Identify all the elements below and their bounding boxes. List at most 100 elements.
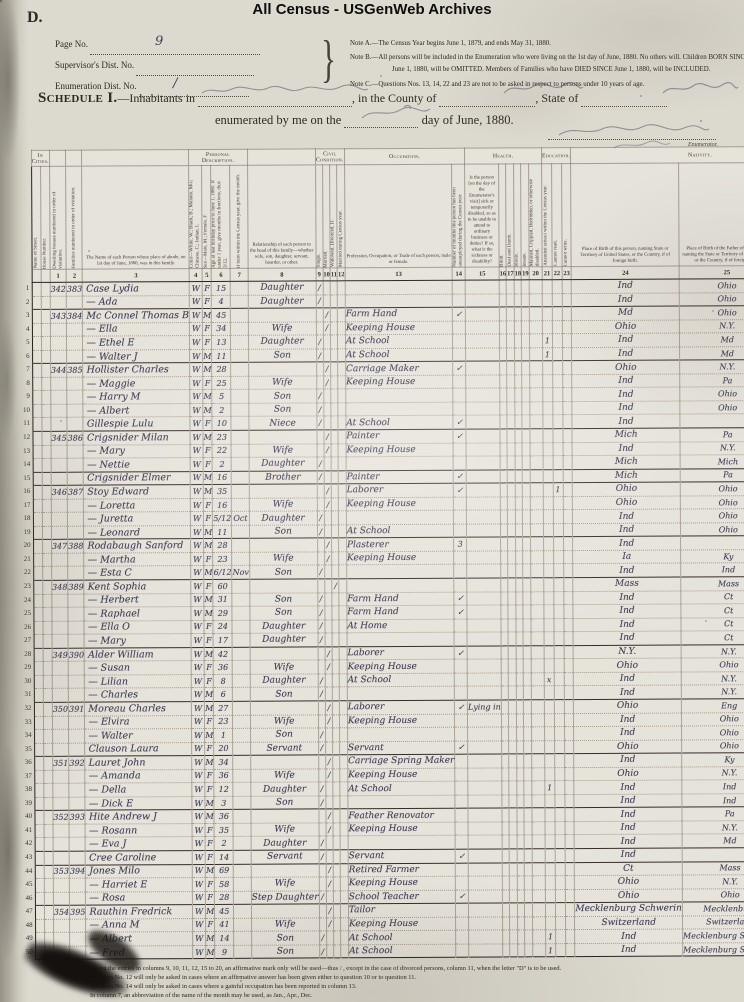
- cell-sex: M: [204, 728, 214, 743]
- cell-fb: Md: [679, 332, 744, 347]
- cell-born: [233, 796, 251, 810]
- cell-bp: Ohio: [574, 888, 683, 903]
- cell-school: [544, 753, 555, 768]
- cell-bp: Ohio: [572, 495, 681, 510]
- cell-street: [33, 648, 44, 662]
- cell-insane: [521, 306, 530, 321]
- cell-sex: F: [205, 850, 215, 865]
- cell-insane: [522, 496, 531, 511]
- column-number: 24: [571, 266, 680, 280]
- cell-fb: Ct: [680, 590, 744, 605]
- cell-color: W: [190, 538, 204, 553]
- cell-blind: [499, 307, 507, 321]
- cell-rel: Brother: [248, 470, 317, 485]
- cell-rel: [250, 863, 319, 878]
- cell-house: [42, 471, 52, 486]
- cell-insane: [523, 713, 532, 727]
- cell-color: W: [191, 687, 205, 702]
- cell-occ: At School: [345, 334, 453, 349]
- cell-md: [339, 592, 347, 606]
- cell-insane: [524, 740, 532, 754]
- column-header-unemp: Number of months this person has been un…: [451, 164, 466, 268]
- cell-deaf: [507, 456, 516, 470]
- cell-m: /: [323, 484, 332, 498]
- cell-insane: [522, 537, 531, 551]
- cell-maimed: [530, 510, 544, 524]
- cell-insane: [524, 781, 532, 795]
- cell-read: [552, 306, 562, 321]
- cell-occ: At School: [347, 781, 456, 796]
- cell-read: [553, 523, 564, 538]
- cell-md: [340, 809, 348, 823]
- cell-blind: [501, 659, 509, 673]
- cell-maimed: [530, 631, 545, 646]
- cell-idiotic: [517, 943, 526, 958]
- line-number: 34: [24, 730, 32, 740]
- cell-rel: Daughter: [249, 673, 318, 688]
- cell-idiotic: [515, 604, 524, 619]
- cell-bp: Ohio: [573, 658, 682, 673]
- cell-blind: [499, 320, 507, 335]
- column-header-color: Color—White, W.; Black, B.; Mulatto, Mu.…: [188, 165, 203, 269]
- line-number: 5: [26, 338, 30, 347]
- cell-unemp: ✓: [453, 483, 467, 497]
- cell-deaf: [508, 550, 516, 565]
- cell-blind: [499, 428, 508, 443]
- cell-deaf: [507, 483, 516, 497]
- cell-m: [323, 456, 332, 471]
- cell-occ: [345, 280, 453, 295]
- cell-sick: [466, 537, 501, 552]
- line-number: 12: [23, 432, 31, 441]
- cell-dw: 350: [52, 702, 69, 716]
- cell-unemp: [455, 835, 469, 850]
- cell-street: [33, 607, 43, 622]
- cell-school: [545, 862, 556, 876]
- handwriting-scribble: [558, 124, 710, 136]
- cell-blind: [501, 767, 510, 782]
- cell-m: [324, 565, 332, 579]
- cell-maimed: [530, 577, 544, 592]
- cell-unemp: ✓: [453, 469, 467, 484]
- cell-color: W: [191, 701, 205, 716]
- cell-rel: [248, 308, 317, 322]
- cell-idiotic: [516, 808, 525, 822]
- cell-dw: [50, 336, 67, 351]
- line-number: 18: [23, 514, 31, 523]
- cell-idiotic: [514, 361, 523, 375]
- cell-born: [232, 647, 250, 661]
- cell-born: [231, 498, 250, 512]
- cell-sex: M: [205, 863, 215, 878]
- cell-occ: Keeping House: [346, 551, 454, 566]
- cell-read: [553, 591, 564, 605]
- cell-sick: [468, 808, 502, 823]
- line-number: 29: [24, 663, 32, 672]
- cell-blind: [501, 794, 510, 809]
- cell-w: [331, 524, 339, 539]
- cell-idiotic: [516, 726, 525, 741]
- cell-fam: [66, 404, 84, 418]
- cell-rel: [250, 755, 319, 769]
- cell-deaf: [509, 754, 517, 768]
- cell-born: [230, 335, 249, 350]
- cell-fam: [68, 661, 85, 676]
- cell-age: 6/12: [213, 565, 233, 580]
- cell-m: /: [326, 904, 334, 918]
- cell-sex: F: [204, 620, 214, 634]
- cell-born: [231, 457, 249, 472]
- cell-w: [330, 402, 339, 417]
- cell-fb: N.Y.: [681, 820, 744, 835]
- cell-idiotic: [516, 767, 525, 782]
- cell-s: [316, 484, 324, 498]
- cell-street: [34, 810, 44, 825]
- cell-house: [41, 350, 51, 364]
- cell-md: [338, 443, 346, 457]
- cell-m: /: [324, 660, 333, 674]
- cell-read: [554, 713, 565, 727]
- cell-unemp: [455, 808, 469, 823]
- cell-sick: [468, 930, 503, 944]
- state-label: , State of: [535, 91, 579, 105]
- cell-age: 16: [212, 471, 232, 485]
- cell-dw: [52, 769, 69, 784]
- cell-school: [544, 686, 555, 700]
- cell-s: [318, 755, 326, 769]
